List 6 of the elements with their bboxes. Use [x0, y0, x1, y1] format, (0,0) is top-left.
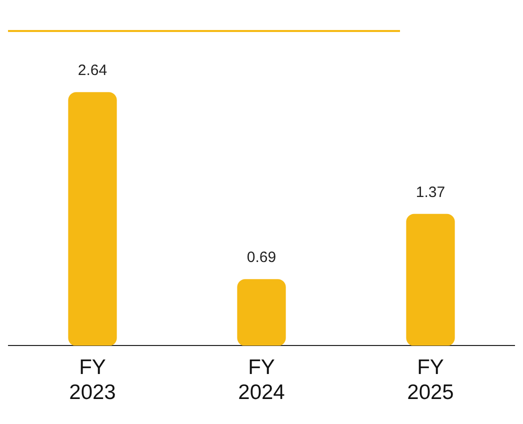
- x-tick-label: FY 2025: [407, 356, 454, 404]
- data-label: 0.69: [246, 249, 276, 266]
- x-tick-label: FY 2024: [238, 356, 286, 404]
- data-label: 2.64: [78, 62, 108, 80]
- x-tick-label: FY 2023: [69, 356, 116, 404]
- data-label: 1.37: [416, 184, 446, 201]
